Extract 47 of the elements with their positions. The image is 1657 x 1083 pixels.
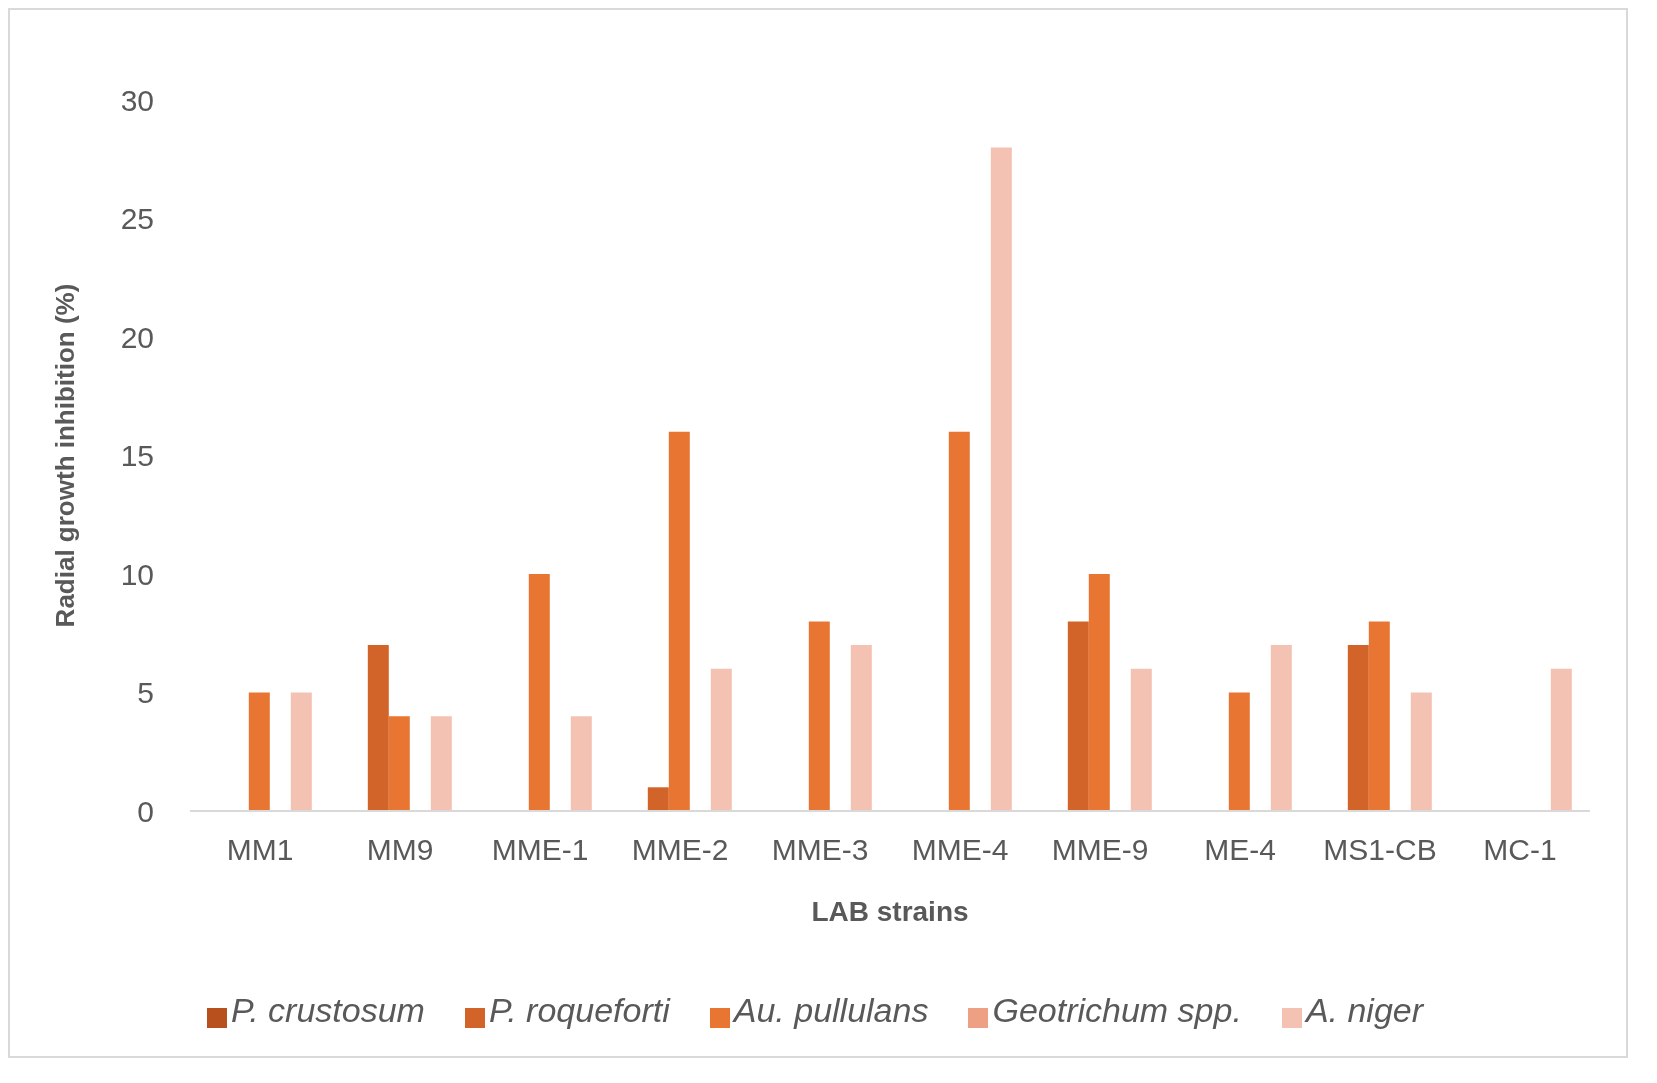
legend-label: Geotrichum spp. — [992, 991, 1242, 1029]
bar — [290, 692, 312, 811]
bar — [1067, 621, 1089, 811]
bar — [710, 668, 732, 811]
bar — [570, 716, 592, 811]
x-axis-title: LAB strains — [811, 896, 969, 927]
legend-label: P. crustosum — [230, 991, 425, 1029]
x-tick-label: MC-1 — [1483, 833, 1557, 867]
y-tick-label: 15 — [120, 439, 154, 473]
x-tick-label: MM1 — [226, 833, 294, 867]
bar — [808, 621, 830, 811]
y-tick-label: 30 — [120, 83, 154, 117]
bar — [388, 716, 410, 811]
bar — [1368, 621, 1390, 811]
bar — [1410, 692, 1432, 811]
x-tick-label: MME-9 — [1051, 833, 1149, 867]
x-tick-label: MS1-CB — [1323, 833, 1437, 867]
y-tick-label: 0 — [137, 794, 154, 828]
legend-label: Au. pullulans — [733, 991, 929, 1029]
x-tick-label: ME-4 — [1204, 833, 1276, 867]
y-tick-label: 20 — [120, 320, 154, 354]
bar — [528, 574, 550, 811]
bar — [1228, 692, 1250, 811]
bar — [850, 645, 872, 811]
bar — [1270, 645, 1292, 811]
legend-label: P. roqueforti — [488, 991, 670, 1029]
y-tick-label: 5 — [137, 676, 154, 710]
bar — [1347, 645, 1369, 811]
bar — [647, 787, 669, 811]
y-tick-label: 25 — [120, 202, 154, 236]
bar — [430, 716, 452, 811]
x-tick-label: MME-4 — [911, 833, 1009, 867]
bar — [1130, 668, 1152, 811]
x-tick-label: MME-1 — [491, 833, 589, 867]
bar — [948, 431, 970, 811]
bar — [1550, 668, 1572, 811]
y-tick-label: 10 — [120, 557, 154, 591]
x-tick-label: MM9 — [366, 833, 434, 867]
x-tick-label: MME-2 — [631, 833, 729, 867]
y-axis-title: Radial growth inhibition (%) — [50, 283, 81, 628]
legend-label: A. niger — [1305, 991, 1424, 1029]
bar — [668, 431, 690, 811]
bar — [367, 645, 389, 811]
bar — [1088, 574, 1110, 811]
bar — [990, 147, 1012, 811]
x-tick-label: MME-3 — [771, 833, 869, 867]
bar — [248, 692, 270, 811]
